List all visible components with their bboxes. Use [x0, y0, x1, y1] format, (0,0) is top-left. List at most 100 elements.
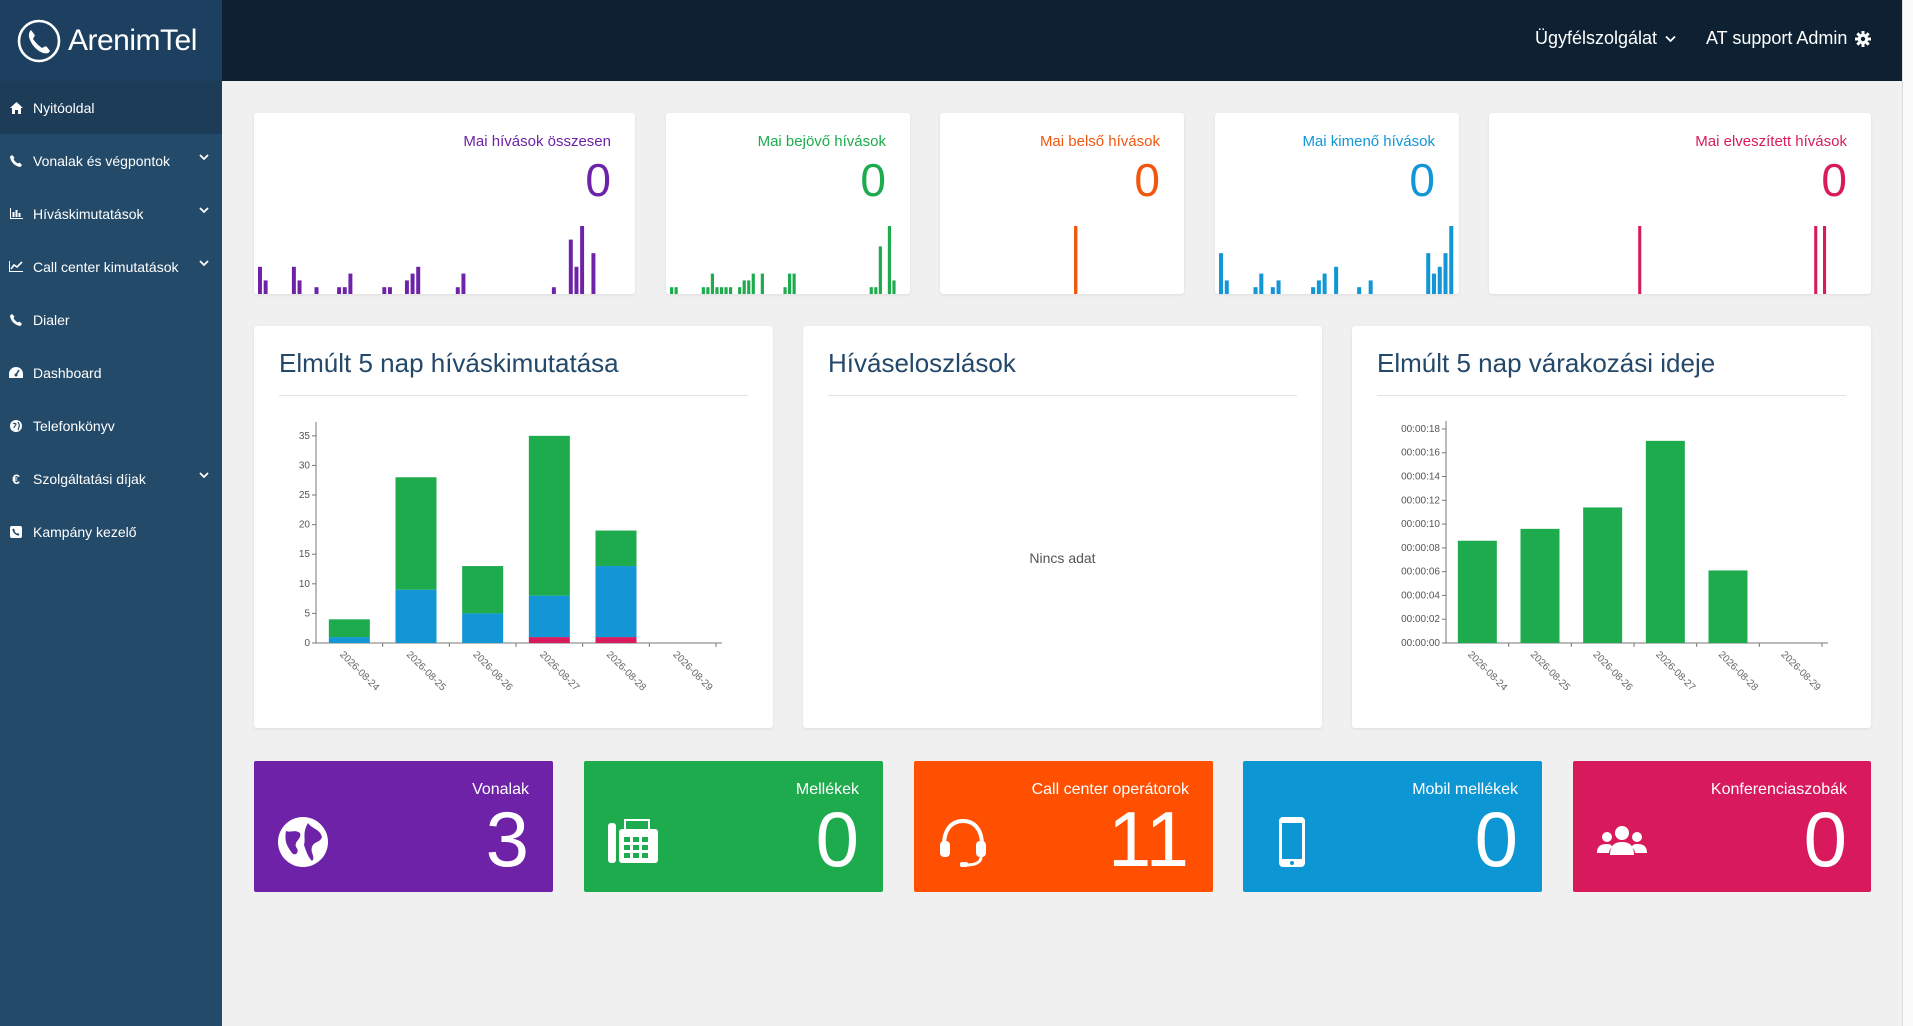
- sparkline-bar: [783, 287, 787, 294]
- chart-bar: [328, 619, 370, 638]
- y-tick-label: 00:00:18: [1401, 424, 1440, 435]
- sidebar-item-hivaskimutatasok[interactable]: Híváskimutatások: [0, 187, 222, 240]
- sparkline-bar: [291, 266, 296, 294]
- chevron-down-icon: [199, 260, 209, 267]
- panel-wait-time: Elmúlt 5 nap várakozási ideje 00:00:00 00…: [1352, 326, 1871, 728]
- sparkline-bar: [715, 287, 719, 294]
- sparkline-bar: [580, 226, 585, 294]
- sidebar-item-label: Szolgáltatási díjak: [33, 470, 146, 487]
- divider: [828, 395, 1297, 396]
- sparkline-bar: [297, 280, 302, 294]
- tile-lines[interactable]: Vonalak 3: [254, 761, 553, 892]
- sidebar-item-label: Híváskimutatások: [33, 205, 144, 222]
- tile-value: 11: [1108, 795, 1189, 883]
- sparkline-bar: [1074, 226, 1078, 294]
- line-chart-icon: [9, 260, 23, 274]
- sparkline-bar: [551, 287, 556, 294]
- y-tick-label: 00:00:06: [1401, 567, 1440, 578]
- sidebar-item-szolgaltatasi-dijak[interactable]: € Szolgáltatási díjak: [0, 452, 222, 505]
- sparkline-bar: [1311, 287, 1316, 294]
- sparkline-bar: [892, 280, 896, 294]
- sparkline-chart: [1219, 226, 1454, 294]
- sparkline-bar: [1224, 280, 1229, 294]
- tile-call-center-operators[interactable]: Call center operátorok 11: [914, 761, 1213, 892]
- sidebar-item-dialer[interactable]: Dialer: [0, 293, 222, 346]
- x-tick-label: 2026-08-27: [537, 649, 581, 693]
- sparkline-bar: [342, 287, 347, 294]
- sidebar-item-dashboard[interactable]: Dashboard: [0, 346, 222, 399]
- chart-bar: [595, 530, 637, 567]
- sidebar-item-telefonkonyv[interactable]: Telefonkönyv: [0, 399, 222, 452]
- sparkline-bar: [1823, 226, 1827, 294]
- phone-logo-icon: [17, 19, 61, 62]
- stat-card-internal-calls: Mai belső hívások 0: [940, 113, 1184, 294]
- top-bar: Ügyfélszolgálat AT support Admin: [222, 0, 1902, 81]
- brand-name: ArenimTel: [68, 23, 197, 57]
- stat-card-total-calls: Mai hívások összesen 0: [254, 113, 635, 294]
- chart-bar: [528, 435, 570, 596]
- sparkline-bar: [1449, 226, 1454, 294]
- sparkline-bar: [263, 280, 268, 294]
- tile-title: Call center operátorok: [1031, 781, 1189, 798]
- stat-card-incoming-calls: Mai bejövő hívások 0: [666, 113, 910, 294]
- sparkline-bar: [1322, 273, 1327, 294]
- helpdesk-menu[interactable]: Ügyfélszolgálat: [1535, 28, 1676, 49]
- sparkline-bar: [719, 287, 724, 294]
- tile-conference-rooms[interactable]: Konferenciaszobák 0: [1573, 761, 1871, 892]
- x-tick-label: 2026-08-26: [1591, 649, 1635, 693]
- sparkline-bar: [670, 287, 674, 294]
- sidebar-item-label: Dialer: [33, 311, 70, 328]
- user-name: AT support Admin: [1706, 28, 1848, 48]
- sparkline-bar: [706, 287, 710, 294]
- bar-chart-icon: [9, 207, 23, 221]
- sparkline-bar: [337, 287, 342, 294]
- chart-bar: [595, 637, 637, 643]
- sidebar-item-nyitooldal[interactable]: Nyitóoldal: [0, 81, 222, 134]
- sparkline-bar: [1443, 253, 1448, 294]
- sparkline-bar: [1368, 280, 1373, 294]
- sidebar-item-kampany-kezelo[interactable]: Kampány kezelő: [0, 505, 222, 558]
- vertical-scrollbar[interactable]: [1902, 0, 1913, 1026]
- x-tick-label: 2026-08-25: [404, 649, 448, 693]
- sparkline-bar: [1437, 266, 1442, 294]
- x-tick-label: 2026-08-28: [1716, 649, 1760, 693]
- stat-card-missed-calls: Mai elveszített hívások 0: [1489, 113, 1871, 294]
- y-tick-label: 00:00:04: [1401, 590, 1440, 601]
- sparkline-bar: [751, 273, 755, 294]
- sidebar-item-call-center-kimutatasok[interactable]: Call center kimutatások: [0, 240, 222, 293]
- sparkline-chart: [1074, 226, 1078, 294]
- x-tick-label: 2026-08-28: [604, 649, 648, 693]
- helpdesk-label: Ügyfélszolgálat: [1535, 28, 1658, 48]
- sparkline-bar: [574, 266, 579, 294]
- tile-value: 0: [1474, 795, 1518, 883]
- chart-bar: [395, 589, 437, 643]
- sparkline-bar: [878, 246, 882, 294]
- tile-mobile-extensions[interactable]: Mobil mellékek 0: [1243, 761, 1542, 892]
- gear-icon: [1855, 30, 1872, 47]
- sparkline-bar: [874, 287, 878, 294]
- tile-extensions[interactable]: Mellékek 0: [584, 761, 883, 892]
- brand-logo[interactable]: ArenimTel: [0, 0, 222, 81]
- chart-bar: [1520, 528, 1560, 643]
- sparkline-bar: [1431, 273, 1437, 294]
- sparkline-bar: [887, 226, 892, 294]
- sparkline-bar: [258, 266, 262, 294]
- chart-bar: [462, 613, 504, 643]
- x-tick-label: 2026-08-27: [1653, 649, 1697, 693]
- sparkline-bar: [710, 273, 715, 294]
- chart-bar: [1645, 440, 1685, 643]
- panel-call-stats: Elmúlt 5 nap híváskimutatása 0 5 10 15 20 25 3…: [254, 326, 773, 728]
- sidebar-item-vonalak[interactable]: Vonalak és végpontok: [0, 134, 222, 187]
- sparkline-bar: [1270, 287, 1275, 294]
- sparkline-bar: [410, 273, 415, 294]
- user-menu[interactable]: AT support Admin: [1706, 28, 1872, 49]
- chart-bar: [595, 566, 637, 638]
- sidebar-item-label: Call center kimutatások: [33, 258, 179, 275]
- chevron-down-icon: [199, 472, 209, 479]
- stat-title: Mai bejövő hívások: [757, 133, 886, 150]
- phone-icon: [9, 154, 23, 168]
- stat-value: 0: [585, 154, 611, 206]
- panel-title: Elmúlt 5 nap híváskimutatása: [279, 348, 619, 378]
- y-tick-label: 10: [299, 579, 311, 590]
- y-tick-label: 15: [299, 549, 311, 560]
